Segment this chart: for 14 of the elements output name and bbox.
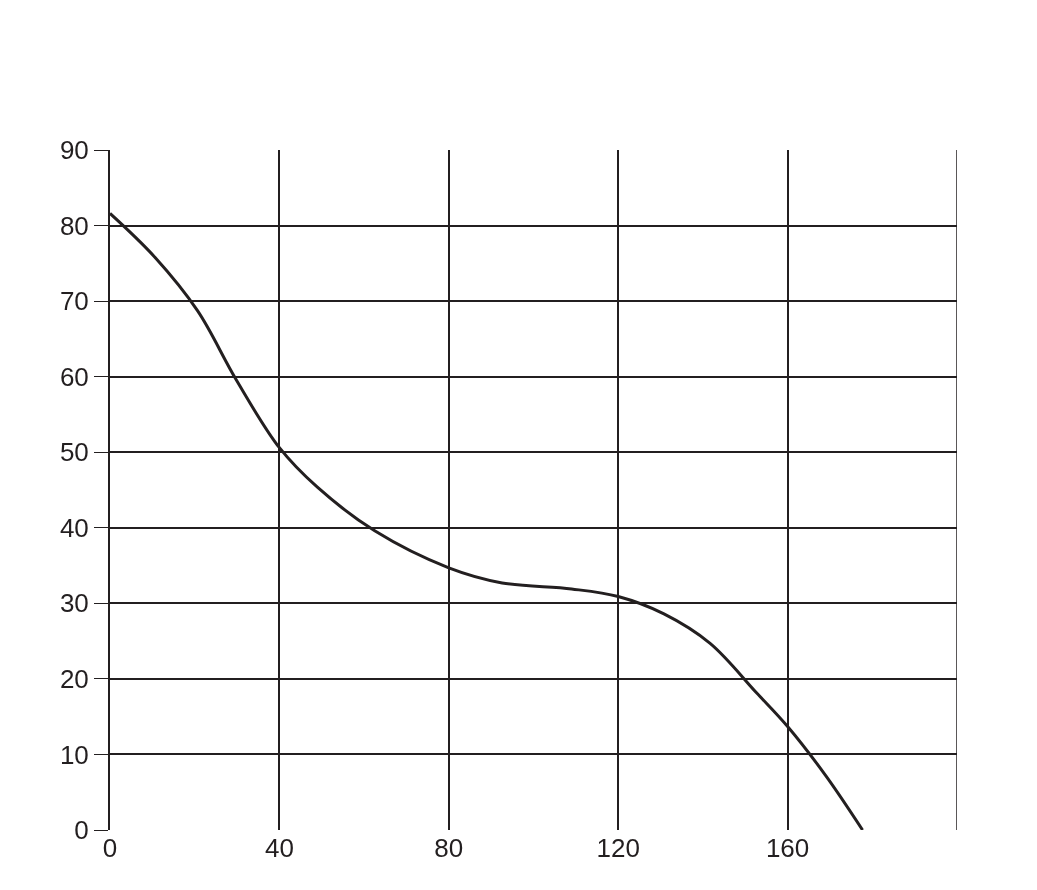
y-tick-label: 20 [59, 663, 89, 694]
y-tick-label: 30 [59, 588, 89, 619]
x-tick-label: 160 [765, 833, 810, 863]
y-tick-label: 90 [59, 135, 89, 166]
y-tick-label: 80 [59, 210, 89, 241]
y-tick-label: 10 [59, 739, 89, 770]
x-tick-label: 0 [102, 833, 118, 863]
y-tick-label: 60 [59, 361, 89, 392]
x-tick-label: 40 [264, 833, 294, 863]
x-tick-label: 120 [596, 833, 640, 863]
y-tick-label: 50 [59, 437, 89, 468]
y-tick-label: 40 [59, 512, 89, 543]
x-tick-label: 80 [434, 833, 464, 863]
y-tick-label: 70 [59, 286, 89, 317]
